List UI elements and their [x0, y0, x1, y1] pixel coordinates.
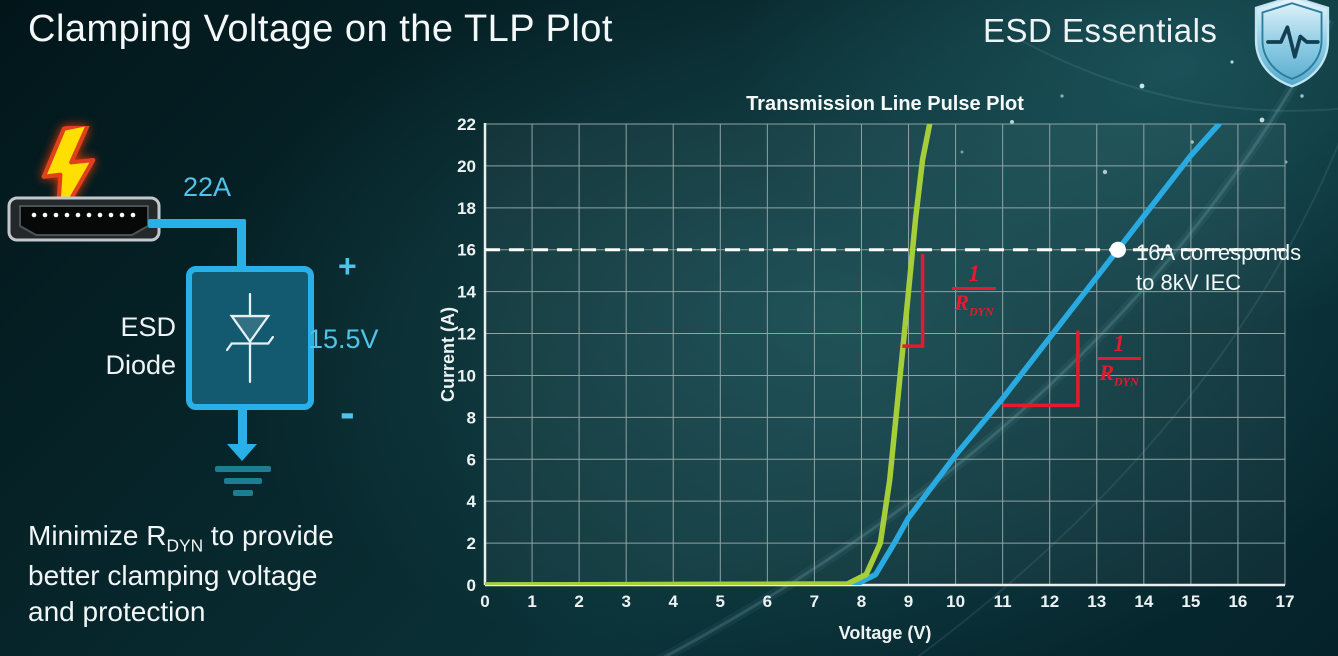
- connector-pins: [31, 212, 136, 218]
- svg-text:16: 16: [457, 241, 476, 260]
- svg-text:8: 8: [857, 592, 866, 611]
- svg-text:10: 10: [457, 366, 476, 385]
- svg-text:5: 5: [716, 592, 725, 611]
- svg-text:8: 8: [467, 408, 476, 427]
- svg-text:11: 11: [994, 592, 1012, 611]
- fraction-denominator: RDYN: [1099, 360, 1139, 389]
- svg-text:4: 4: [669, 592, 679, 611]
- svg-text:4: 4: [467, 492, 477, 511]
- fraction-numerator: 1: [1097, 332, 1141, 360]
- rdyn-fraction-blue: 1 RDYN: [1090, 332, 1148, 394]
- plus-terminal-label: +: [338, 248, 357, 284]
- footnote: Minimize RDYN to provide better clamping…: [28, 518, 334, 631]
- footnote-line1: Minimize RDYN to provide: [28, 520, 334, 556]
- svg-text:12: 12: [1040, 592, 1059, 611]
- svg-text:10: 10: [946, 592, 965, 611]
- svg-text:17: 17: [1276, 592, 1295, 611]
- svg-text:2: 2: [467, 534, 476, 553]
- down-arrow-icon: [227, 444, 257, 461]
- iec-annotation-line1: 16A corresponds: [1136, 240, 1302, 265]
- svg-text:1: 1: [527, 592, 536, 611]
- svg-text:Current (A): Current (A): [440, 307, 458, 402]
- svg-text:9: 9: [904, 592, 913, 611]
- svg-text:0: 0: [480, 592, 489, 611]
- lightning-bolt-icon: [41, 126, 96, 222]
- tlp-chart-svg: 0 1 2 3 4 5 6 7 8 9 10 11 12 13 14 15 16 1702468101214161…: [440, 93, 1295, 643]
- tlp-chart: 0 1 2 3 4 5 6 7 8 9 10 11 12 13 14 15 16 17 0 2 4 6 8 10 12 14 16 1…: [440, 86, 1320, 652]
- svg-text:Transmission Line Pulse Plot: Transmission Line Pulse Plot: [746, 93, 1024, 115]
- svg-text:14: 14: [1134, 592, 1153, 611]
- iec-annotation: 16A corresponds to 8kV IEC: [1136, 238, 1301, 297]
- esd-diode-box: [186, 266, 314, 410]
- svg-text:16: 16: [1228, 592, 1247, 611]
- svg-text:12: 12: [457, 325, 476, 344]
- svg-text:3: 3: [621, 592, 630, 611]
- minus-terminal-label: -: [340, 388, 355, 437]
- wire-horizontal: [148, 219, 246, 228]
- ground-symbol-bar3: [233, 490, 253, 496]
- svg-text:15: 15: [1181, 592, 1200, 611]
- svg-text:13: 13: [1087, 592, 1106, 611]
- shield-pulse-icon: [1254, 0, 1330, 88]
- iec-annotation-line2: to 8kV IEC: [1136, 269, 1242, 295]
- page-title: Clamping Voltage on the TLP Plot: [28, 8, 613, 50]
- svg-text:20: 20: [457, 157, 476, 176]
- surge-current-label: 22A: [183, 172, 232, 202]
- device-label-line2: Diode: [105, 350, 176, 380]
- ground-symbol-bar1: [215, 466, 271, 472]
- wire-vertical: [237, 219, 246, 271]
- svg-text:Voltage (V): Voltage (V): [839, 623, 932, 643]
- svg-text:22: 22: [457, 115, 476, 134]
- clamping-voltage-label: 15.5V: [308, 324, 379, 354]
- footnote-line2: better clamping voltage: [28, 559, 318, 591]
- svg-text:2: 2: [574, 592, 583, 611]
- ground-wire: [238, 406, 247, 446]
- zener-diode-symbol: [226, 292, 274, 384]
- hdmi-connector: [7, 196, 161, 242]
- svg-text:14: 14: [457, 283, 476, 302]
- device-label-line1: ESD: [120, 312, 176, 342]
- footnote-line3: and protection: [28, 596, 206, 628]
- brand-text: ESD Essentials: [983, 12, 1218, 49]
- fraction-denominator: RDYN: [954, 290, 994, 319]
- ground-symbol-bar2: [224, 478, 262, 484]
- svg-text:18: 18: [457, 199, 476, 218]
- fraction-numerator: 1: [952, 262, 996, 290]
- rdyn-fraction-green: 1 RDYN: [945, 262, 1003, 324]
- svg-text:6: 6: [763, 592, 772, 611]
- device-label: ESD Diode: [88, 308, 176, 384]
- svg-text:6: 6: [467, 450, 476, 469]
- svg-text:0: 0: [467, 576, 476, 595]
- svg-text:7: 7: [810, 592, 819, 611]
